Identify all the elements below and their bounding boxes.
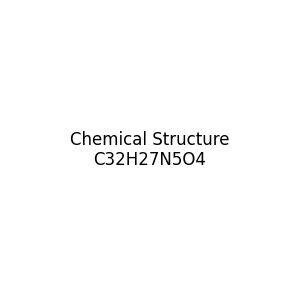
Text: Chemical Structure
C32H27N5O4: Chemical Structure C32H27N5O4 xyxy=(70,130,230,170)
